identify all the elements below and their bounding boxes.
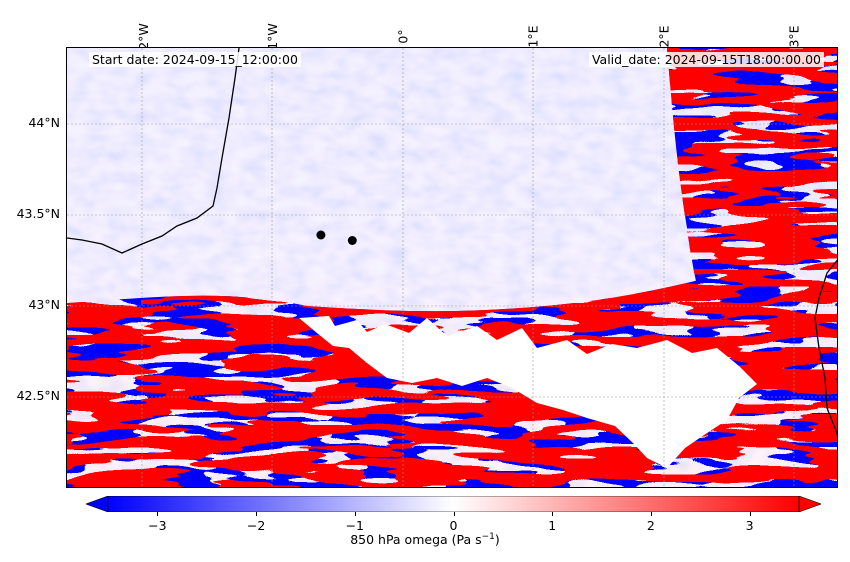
lat-label-43n: 43°N — [28, 297, 60, 312]
colorbar-tick-label: 0 — [449, 518, 458, 533]
colorbar-tick-mark — [453, 512, 455, 516]
coastline-bay-of-biscay — [67, 48, 240, 254]
lat-label-42-5n: 42.5°N — [16, 388, 60, 403]
colorbar-gradient — [107, 496, 800, 512]
colorbar-tick-mark — [354, 512, 356, 516]
lon-label-3e: 3°E — [786, 25, 802, 48]
lat-label-44n: 44°N — [28, 115, 60, 130]
colorbar-tick-mark — [749, 512, 751, 516]
map-panel — [66, 47, 838, 488]
lon-label-2e: 2°E — [656, 25, 672, 48]
start-date-label: Start date: 2024-09-15_12:00:00 — [89, 52, 301, 67]
location-point — [347, 236, 357, 245]
colorbar-tick-mark — [256, 512, 258, 516]
location-point — [316, 230, 326, 240]
lat-label-43-5n: 43.5°N — [16, 206, 60, 221]
colorbar-tick-mark — [157, 512, 159, 516]
valid-date-label: Valid_date: 2024-09-15T18:00:00.00 — [588, 52, 824, 67]
colorbar-tick-mark — [552, 512, 554, 516]
colorbar-label: 850 hPa omega (Pa s−1) — [350, 532, 500, 548]
coastline-mediterranean — [814, 259, 837, 437]
colorbar-extend-high — [798, 496, 821, 512]
colorbar-tick-label: 2 — [646, 518, 655, 533]
colorbar — [86, 496, 821, 512]
location-points — [316, 230, 357, 245]
masked-terrain-area — [299, 316, 757, 468]
colorbar-tick-label: −1 — [345, 518, 365, 533]
colorbar-tick-label: −3 — [148, 518, 167, 533]
colorbar-extend-low — [86, 496, 109, 512]
lon-label-0: 0° — [395, 29, 411, 44]
lon-label-1w: 1°W — [264, 23, 280, 50]
colorbar-tick-mark — [650, 512, 652, 516]
colorbar-tick-label: −2 — [246, 518, 266, 533]
lon-label-1e: 1°E — [525, 25, 541, 48]
lon-label-2w: 2°W — [135, 23, 151, 50]
colorbar-tick-label: 3 — [745, 518, 754, 533]
graticule — [67, 48, 837, 487]
colorbar-tick-label: 1 — [548, 518, 557, 533]
omega-field-map — [67, 48, 837, 487]
